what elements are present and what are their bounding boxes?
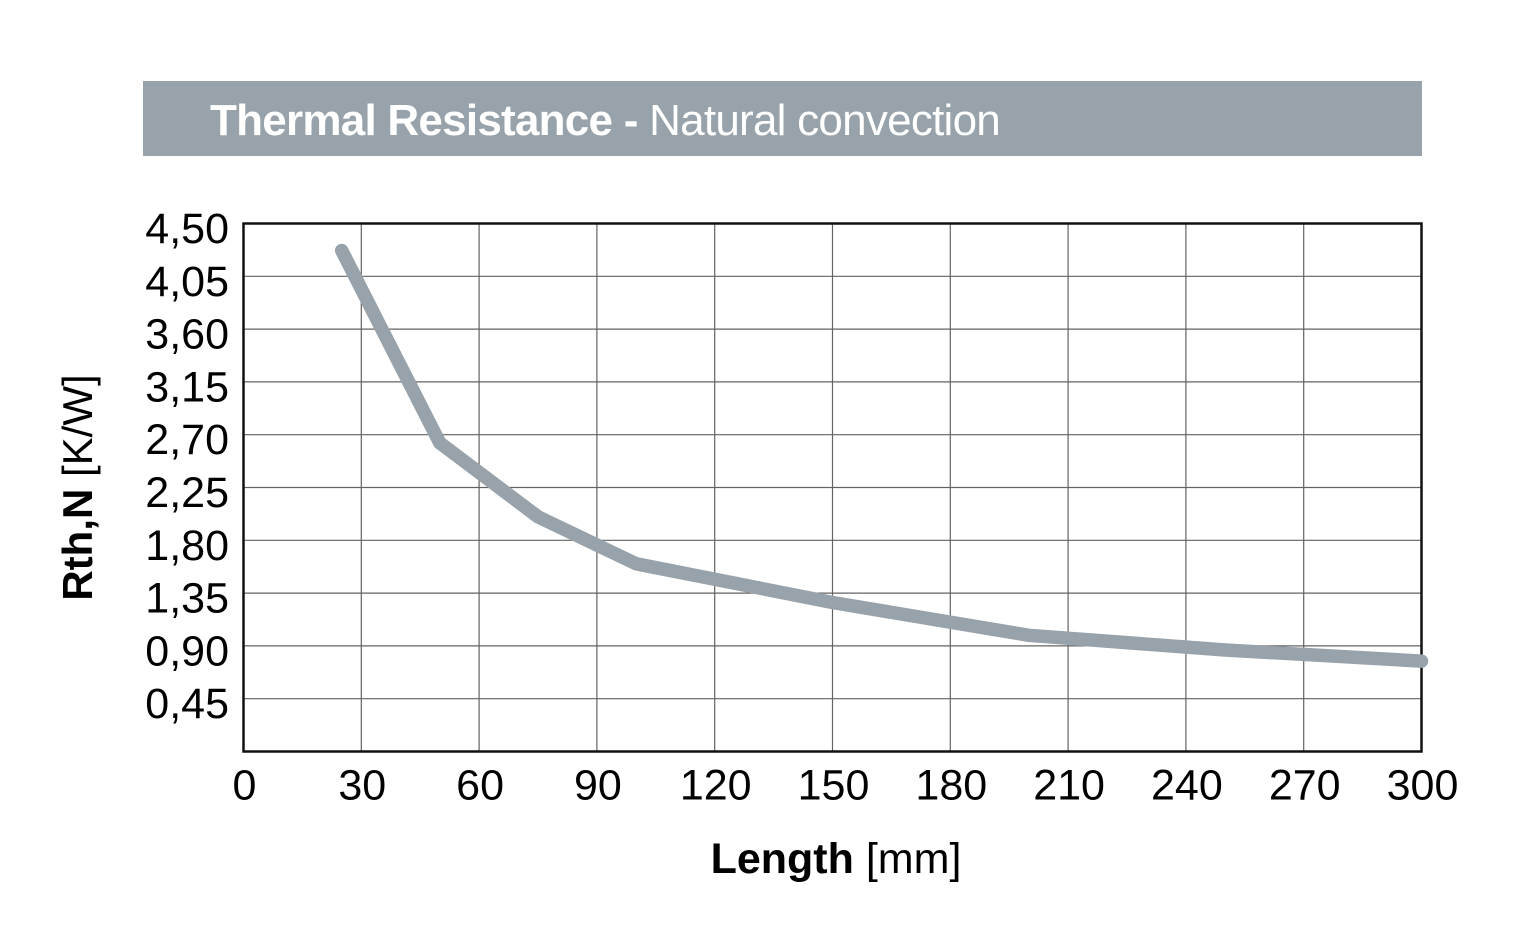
svg-text:210: 210 <box>1033 762 1105 810</box>
svg-text:120: 120 <box>680 762 752 810</box>
svg-text:150: 150 <box>798 762 870 810</box>
svg-text:60: 60 <box>456 762 504 810</box>
svg-text:270: 270 <box>1269 762 1341 810</box>
svg-text:90: 90 <box>574 762 622 810</box>
svg-text:3,60: 3,60 <box>145 311 229 359</box>
svg-text:0,45: 0,45 <box>145 680 229 728</box>
svg-text:Rth,N [K/W]: Rth,N [K/W] <box>54 374 101 600</box>
svg-text:0: 0 <box>233 762 257 810</box>
svg-text:1,80: 1,80 <box>145 522 229 570</box>
svg-text:1,35: 1,35 <box>145 575 229 623</box>
svg-text:2,25: 2,25 <box>145 469 229 517</box>
svg-text:0,90: 0,90 <box>145 627 229 675</box>
svg-text:4,05: 4,05 <box>145 258 229 306</box>
svg-text:180: 180 <box>915 762 987 810</box>
svg-text:300: 300 <box>1387 762 1459 810</box>
svg-text:Thermal Resistance - Natural c: Thermal Resistance - Natural convection <box>210 96 1000 145</box>
svg-text:30: 30 <box>338 762 386 810</box>
svg-text:240: 240 <box>1151 762 1223 810</box>
svg-text:4,50: 4,50 <box>145 205 229 253</box>
svg-text:3,15: 3,15 <box>145 363 229 411</box>
svg-text:Length [mm]: Length [mm] <box>711 835 962 883</box>
svg-text:2,70: 2,70 <box>145 416 229 464</box>
